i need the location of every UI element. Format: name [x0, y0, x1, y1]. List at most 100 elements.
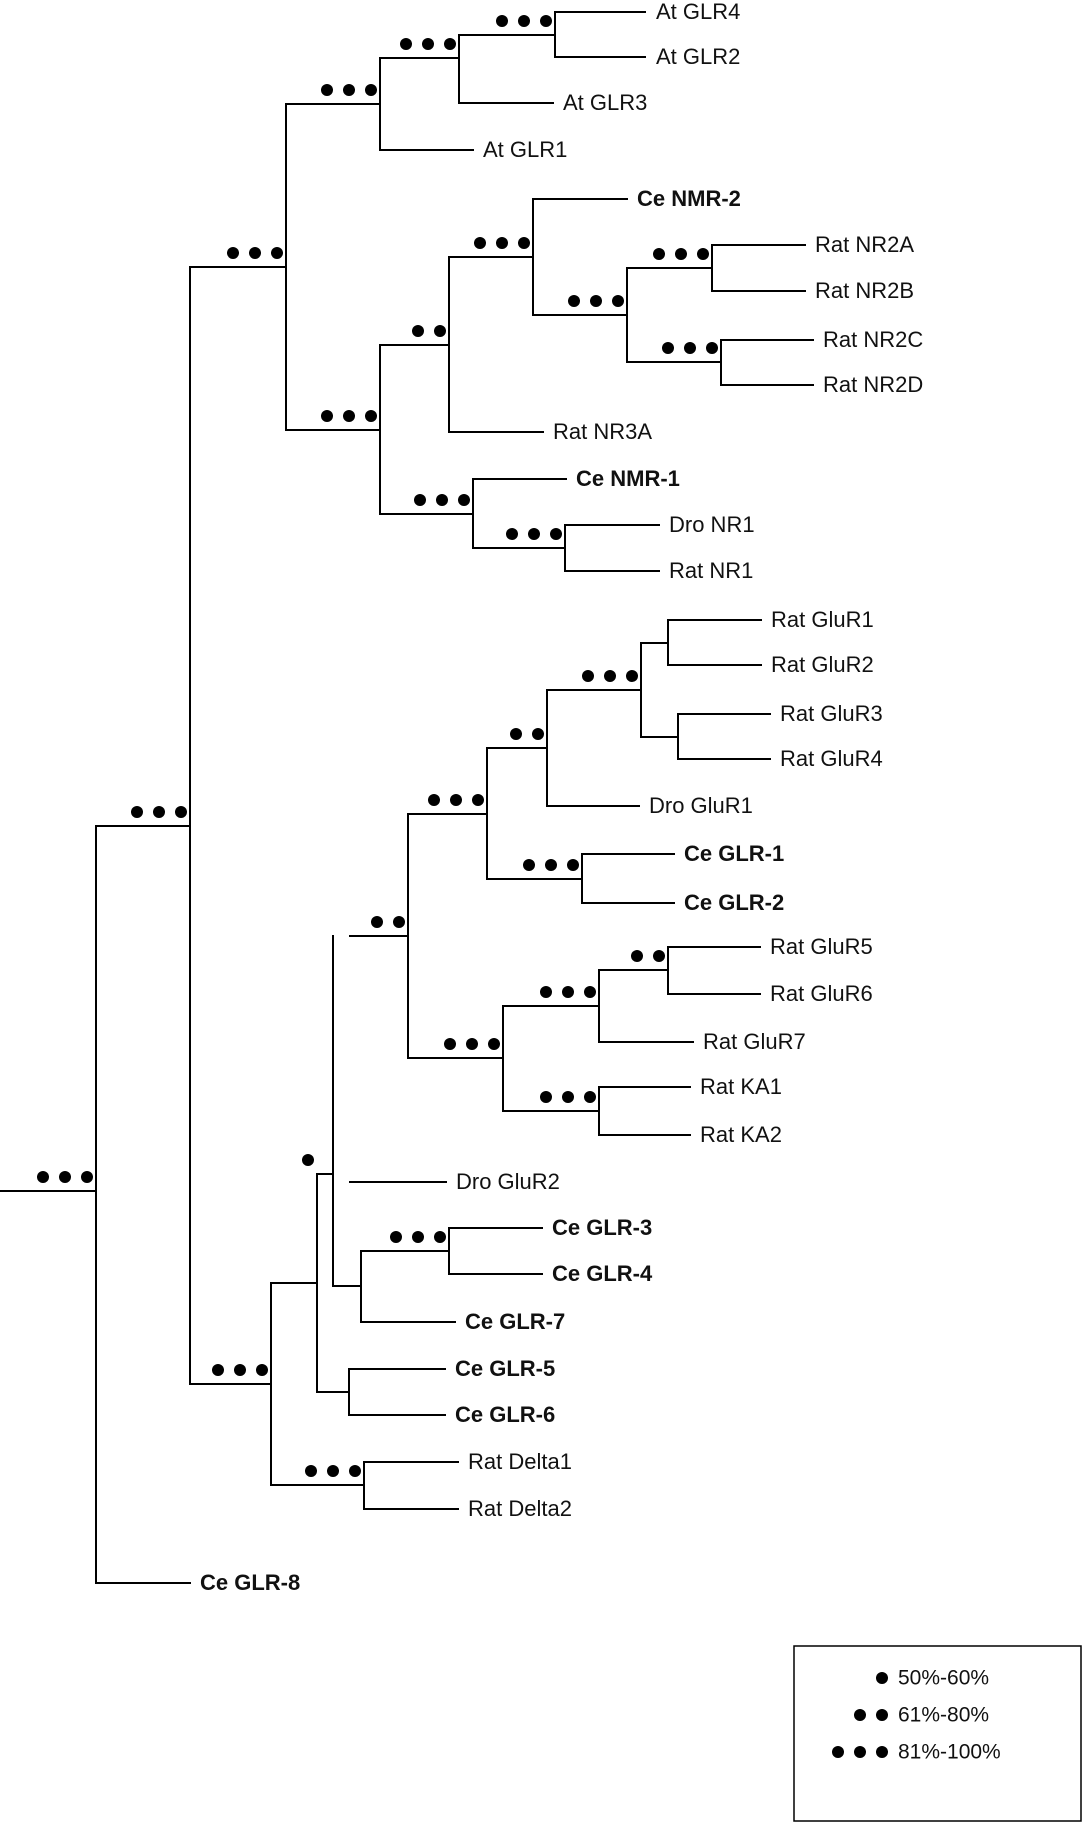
taxon-label-rat-glur5: Rat GluR5 — [770, 934, 873, 959]
bootstrap-dot — [393, 916, 405, 928]
taxon-label-ce-glr4: Ce GLR-4 — [552, 1261, 653, 1286]
bootstrap-dot — [412, 1231, 424, 1243]
bootstrap-dot — [567, 859, 579, 871]
bootstrap-dot — [604, 670, 616, 682]
bootstrap-dot — [434, 1231, 446, 1243]
taxon-label-ce-glr2: Ce GLR-2 — [684, 890, 784, 915]
legend-dot — [832, 1746, 844, 1758]
taxon-label-ce-glr3: Ce GLR-3 — [552, 1215, 652, 1240]
bootstrap-dot — [532, 728, 544, 740]
bootstrap-dot — [540, 1091, 552, 1103]
taxon-label-rat-nr2d: Rat NR2D — [823, 372, 923, 397]
bootstrap-dot — [256, 1364, 268, 1376]
taxon-label-dro-glur2: Dro GluR2 — [456, 1169, 560, 1194]
bootstrap-dot — [653, 950, 665, 962]
bootstrap-dot — [584, 986, 596, 998]
bootstrap-dot — [349, 1465, 361, 1477]
bootstrap-markers — [37, 15, 718, 1477]
bootstrap-dot — [458, 494, 470, 506]
taxon-label-rat-glur6: Rat GluR6 — [770, 981, 873, 1006]
bootstrap-dot — [37, 1171, 49, 1183]
bootstrap-dot — [343, 410, 355, 422]
taxon-label-rat-nr1: Rat NR1 — [669, 558, 753, 583]
taxon-labels: At GLR4 At GLR2 At GLR3 At GLR1 Ce NMR-2 Rat … — [200, 0, 923, 1595]
bootstrap-dot — [528, 528, 540, 540]
legend-dot — [854, 1746, 866, 1758]
bootstrap-dot — [496, 15, 508, 27]
taxon-label-dro-nr1: Dro NR1 — [669, 512, 755, 537]
taxon-label-rat-ka2: Rat KA2 — [700, 1122, 782, 1147]
legend-dot — [854, 1709, 866, 1721]
taxon-label-ce-glr7: Ce GLR-7 — [465, 1309, 565, 1334]
taxon-label-rat-glur2: Rat GluR2 — [771, 652, 874, 677]
taxon-label-ce-glr5: Ce GLR-5 — [455, 1356, 555, 1381]
bootstrap-dot — [343, 84, 355, 96]
bootstrap-dot — [365, 84, 377, 96]
bootstrap-dot — [365, 410, 377, 422]
bootstrap-dot — [234, 1364, 246, 1376]
bootstrap-dot — [59, 1171, 71, 1183]
bootstrap-dot — [496, 237, 508, 249]
taxon-label-at-glr1: At GLR1 — [483, 137, 567, 162]
bootstrap-dot — [450, 794, 462, 806]
legend-label: 81%-100% — [898, 1741, 1001, 1764]
bootstrap-dot — [371, 916, 383, 928]
legend-dot — [876, 1746, 888, 1758]
bootstrap-dot — [653, 248, 665, 260]
bootstrap-dot — [305, 1465, 317, 1477]
bootstrap-dot — [175, 806, 187, 818]
bootstrap-dot — [523, 859, 535, 871]
bootstrap-dot — [428, 794, 440, 806]
taxon-label-rat-glur3: Rat GluR3 — [780, 701, 883, 726]
taxon-label-rat-nr2a: Rat NR2A — [815, 232, 914, 257]
bootstrap-dot — [422, 38, 434, 50]
bootstrap-dot — [444, 1038, 456, 1050]
taxon-label-ce-nmr2: Ce NMR-2 — [637, 186, 741, 211]
taxon-label-rat-glur7: Rat GluR7 — [703, 1029, 806, 1054]
taxon-label-dro-glur1: Dro GluR1 — [649, 793, 753, 818]
taxon-label-rat-ka1: Rat KA1 — [700, 1074, 782, 1099]
bootstrap-dot — [302, 1154, 314, 1166]
bootstrap-dot — [582, 670, 594, 682]
bootstrap-dot — [706, 342, 718, 354]
taxon-label-ce-glr1: Ce GLR-1 — [684, 841, 784, 866]
bootstrap-dot — [474, 237, 486, 249]
bootstrap-dot — [518, 15, 530, 27]
bootstrap-dot — [684, 342, 696, 354]
legend-dot — [876, 1709, 888, 1721]
taxon-label-at-glr2: At GLR2 — [656, 44, 740, 69]
bootstrap-dot — [488, 1038, 500, 1050]
taxon-label-ce-glr6: Ce GLR-6 — [455, 1402, 555, 1427]
bootstrap-dot — [662, 342, 674, 354]
legend-box — [793, 1645, 1082, 1822]
bootstrap-dot — [550, 528, 562, 540]
taxon-label-rat-nr2b: Rat NR2B — [815, 278, 914, 303]
bootstrap-dot — [412, 325, 424, 337]
bootstrap-dot — [81, 1171, 93, 1183]
taxon-label-rat-nr3a: Rat NR3A — [553, 419, 652, 444]
bootstrap-dot — [271, 247, 283, 259]
bootstrap-dot — [510, 728, 522, 740]
legend-dot — [876, 1672, 888, 1684]
legend-label: 50%-60% — [898, 1667, 989, 1690]
bootstrap-dot — [434, 325, 446, 337]
bootstrap-dot — [562, 986, 574, 998]
bootstrap-dot — [466, 1038, 478, 1050]
bootstrap-dot — [227, 247, 239, 259]
taxon-label-ce-nmr1: Ce NMR-1 — [576, 466, 680, 491]
bootstrap-dot — [444, 38, 456, 50]
bootstrap-dot — [562, 1091, 574, 1103]
bootstrap-dot — [472, 794, 484, 806]
taxon-label-at-glr4: At GLR4 — [656, 0, 740, 24]
tree-branches — [0, 11, 814, 1584]
bootstrap-dot — [540, 15, 552, 27]
bootstrap-dot — [568, 295, 580, 307]
taxon-label-rat-delta1: Rat Delta1 — [468, 1449, 572, 1474]
bootstrap-dot — [321, 84, 333, 96]
bootstrap-dot — [249, 247, 261, 259]
bootstrap-dot — [612, 295, 624, 307]
bootstrap-dot — [414, 494, 426, 506]
bootstrap-dot — [626, 670, 638, 682]
bootstrap-dot — [131, 806, 143, 818]
